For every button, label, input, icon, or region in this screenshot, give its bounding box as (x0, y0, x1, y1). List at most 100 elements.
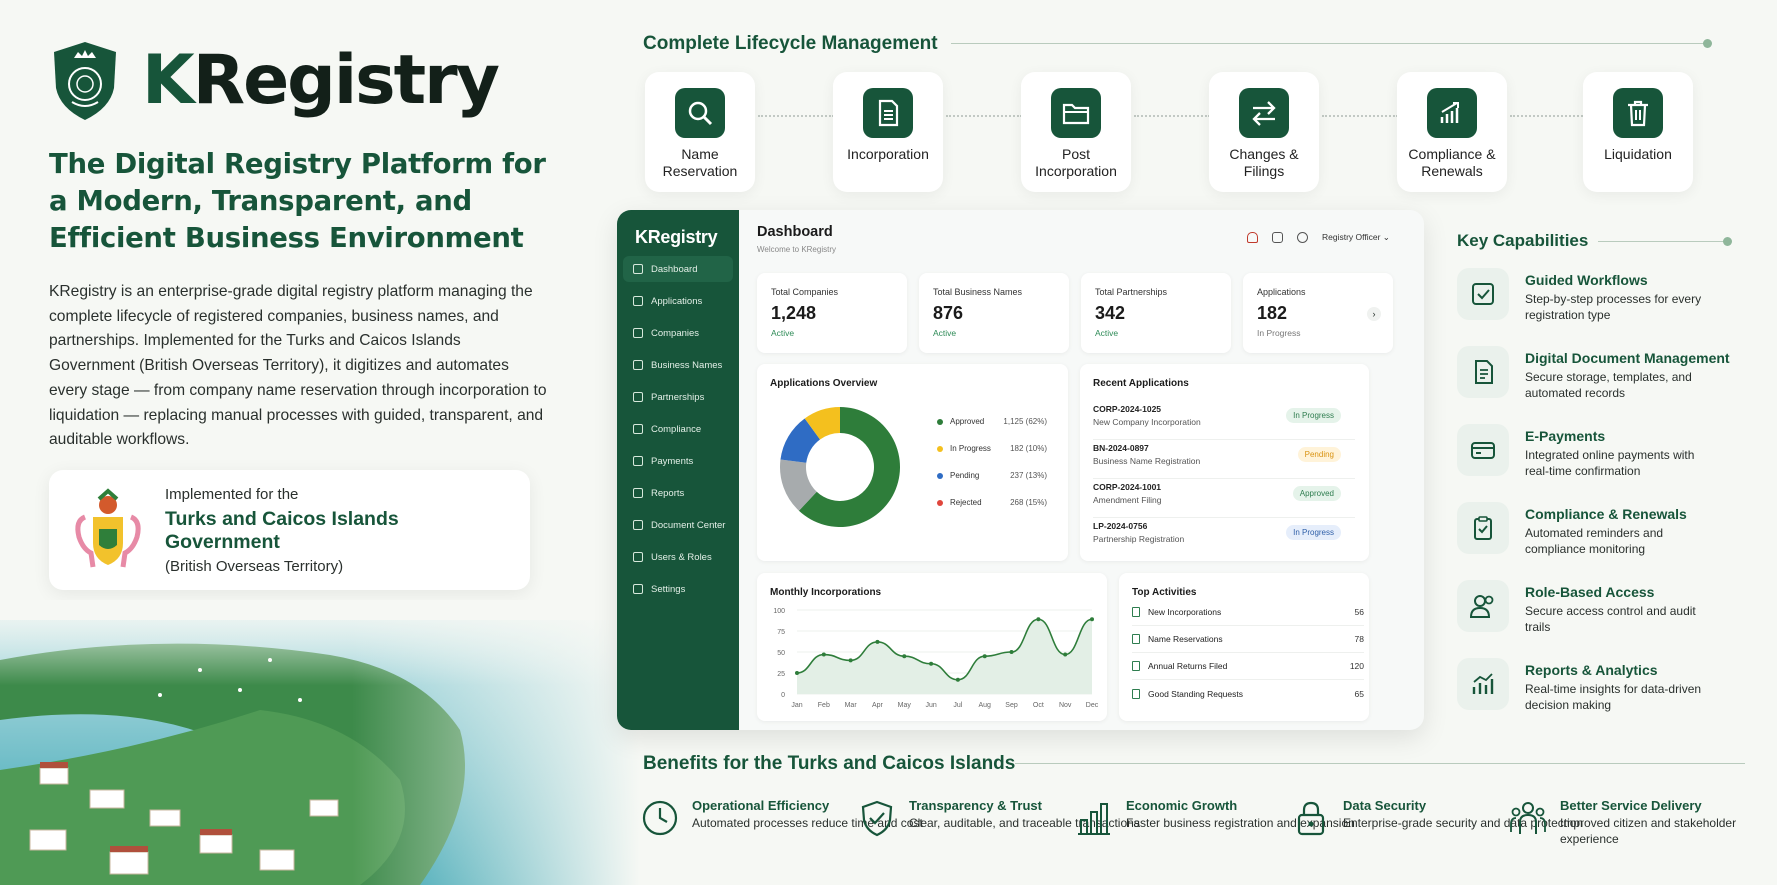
message-icon[interactable] (1272, 232, 1283, 243)
stat-card-total-partnerships[interactable]: Total Partnerships 342 Active (1081, 273, 1231, 353)
y-tick-label: 50 (777, 650, 785, 657)
benefit-title: Transparency & Trust (909, 798, 1042, 813)
application-id: BN-2024-0897 (1093, 443, 1149, 453)
application-id: CORP-2024-1025 (1093, 404, 1162, 414)
applications-donut-chart (780, 407, 900, 527)
lifecycle-stage-liquidation[interactable]: Liquidation (1583, 72, 1693, 192)
sidebar-item-settings[interactable]: Settings (623, 576, 733, 602)
activity-row[interactable]: Name Reservations 78 (1132, 626, 1364, 653)
sidebar-item-companies[interactable]: Companies (623, 320, 733, 346)
sidebar-item-business-names[interactable]: Business Names (623, 352, 733, 378)
stat-label: Applications (1257, 287, 1306, 297)
sidebar-item-document-center[interactable]: Document Center (623, 512, 733, 538)
stat-card-applications[interactable]: Applications 182 In Progress › (1243, 273, 1393, 353)
data-point-dec (1090, 617, 1094, 622)
legend-in-progress: In Progress 182 (10%) (937, 444, 1047, 453)
x-tick-label: Sep (1005, 702, 1018, 709)
sidebar-item-reports[interactable]: Reports (623, 480, 733, 506)
bar-chart-icon (1457, 658, 1509, 710)
chart-title: Monthly Incorporations (770, 587, 882, 598)
lifecycle-connector (946, 115, 1022, 117)
credit-card-icon (1457, 424, 1509, 476)
application-row[interactable]: CORP-2024-1001 Amendment Filing Approved (1093, 482, 1355, 518)
notification-bell-icon[interactable] (1247, 232, 1258, 243)
lifecycle-stage-compliance-renewals[interactable]: Compliance & Renewals (1397, 72, 1507, 192)
x-tick-label: Apr (872, 702, 884, 709)
application-row[interactable]: BN-2024-0897 Business Name Registration … (1093, 443, 1355, 479)
grid-icon (633, 360, 643, 370)
sidebar-item-applications[interactable]: Applications (623, 288, 733, 314)
activity-row[interactable]: Annual Returns Filed 120 (1132, 653, 1364, 680)
sidebar-item-compliance[interactable]: Compliance (623, 416, 733, 442)
page-headline: The Digital Registry Platform for a Mode… (49, 148, 546, 254)
capabilities-title: Key Capabilities (1457, 231, 1589, 250)
benefit-data-security: Data Security Enterprise-grade security a… (1291, 798, 1583, 838)
data-point-jun (929, 661, 934, 666)
sidebar-item-dashboard[interactable]: Dashboard (623, 256, 733, 282)
donut-slice-approved (798, 407, 900, 527)
chart-growth-icon (1427, 88, 1477, 138)
clock-icon[interactable] (1297, 232, 1308, 243)
legend-rejected: Rejected 268 (15%) (937, 498, 1047, 507)
monthly-incorporations-panel: Monthly Incorporations 100 75 50 25 0 Jan Feb M… (757, 573, 1107, 721)
stat-value: 1,248 (771, 303, 817, 323)
stat-card-total-business-names[interactable]: Total Business Names 876 Active (919, 273, 1069, 353)
capability-desc: Integrated online payments with real-tim… (1525, 448, 1695, 478)
lifecycle-stage-incorporation[interactable]: Incorporation (833, 72, 943, 192)
stat-sub: Active (933, 328, 957, 338)
lifecycle-stage-label: Changes & Filings (1229, 146, 1299, 179)
status-badge: Approved (1292, 486, 1341, 501)
lifecycle-stage-label: Post Incorporation (1035, 146, 1117, 179)
dashboard-mockup: KRegistry Dashboard Applications Compani… (617, 210, 1424, 730)
stat-card-total-companies[interactable]: Total Companies 1,248 Active (757, 273, 907, 353)
document-icon (1457, 346, 1509, 398)
folder-icon (1051, 88, 1101, 138)
dashboard-toolbar: Registry Officer ⌄ (1247, 232, 1390, 243)
island-coast-illustration (0, 600, 640, 885)
y-tick-label: 100 (773, 608, 785, 615)
dashboard-welcome: Welcome to KRegistry (757, 245, 836, 254)
application-type: Partnership Registration (1093, 534, 1185, 544)
panel-title: Applications Overview (770, 378, 878, 389)
sidebar-item-label: Compliance (651, 423, 702, 435)
bar-chart-icon (1078, 803, 1110, 835)
application-row[interactable]: CORP-2024-1025 New Company Incorporation… (1093, 404, 1355, 440)
lifecycle-title-rule (951, 43, 1707, 44)
report-icon (633, 488, 643, 498)
sidebar-item-users-roles[interactable]: Users & Roles (623, 544, 733, 570)
activity-name: Annual Returns Filed (1148, 661, 1228, 671)
y-tick-label: 75 (777, 629, 785, 636)
activity-row[interactable]: New Incorporations 56 (1132, 599, 1364, 626)
y-tick-label: 0 (781, 692, 785, 699)
lifecycle-stage-name-reservation[interactable]: Name Reservation (645, 72, 755, 192)
data-point-apr (875, 639, 880, 644)
users-icon (1457, 580, 1509, 632)
legend-label: Rejected (950, 498, 982, 507)
data-point-jul (955, 677, 960, 682)
application-row[interactable]: LP-2024-0756 Partnership Registration In… (1093, 521, 1355, 557)
capabilities-title-dot (1723, 237, 1732, 246)
lifecycle-stage-post-incorporation[interactable]: Post Incorporation (1021, 72, 1131, 192)
lifecycle-stage-changes-filings[interactable]: Changes & Filings (1209, 72, 1319, 192)
activity-row[interactable]: Good Standing Requests 65 (1132, 680, 1364, 707)
user-menu[interactable]: Registry Officer ⌄ (1322, 232, 1390, 242)
capability-desc: Secure access control and audit trails (1525, 604, 1696, 634)
home-icon (633, 264, 643, 274)
status-badge: In Progress (1286, 408, 1341, 423)
clock-icon (642, 800, 678, 836)
brand-name-rest: Registry (192, 40, 500, 120)
application-type: Business Name Registration (1093, 456, 1201, 466)
capability-desc: Secure storage, templates, and automated… (1525, 370, 1692, 400)
search-icon (675, 88, 725, 138)
capability-desc: Step-by-step processes for every registr… (1525, 292, 1702, 322)
chevron-right-icon[interactable]: › (1367, 307, 1381, 321)
benefit-title: Operational Efficiency (692, 798, 830, 813)
applications-overview-panel: Applications Overview Approved 1,125 (62%… (757, 364, 1068, 561)
shield-icon (633, 424, 643, 434)
activity-name: Good Standing Requests (1148, 688, 1243, 699)
sidebar-item-partnerships[interactable]: Partnerships (623, 384, 733, 410)
sidebar-item-payments[interactable]: Payments (623, 448, 733, 474)
donut-slice-in-progress (804, 407, 840, 440)
application-type: Amendment Filing (1093, 495, 1162, 505)
benefit-service-delivery: Better Service Delivery Improved citizen … (1508, 798, 1777, 847)
